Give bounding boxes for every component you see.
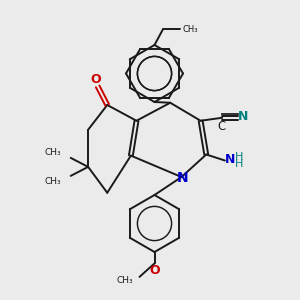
Text: O: O (149, 263, 160, 277)
Text: H: H (235, 159, 243, 169)
Text: N: N (238, 110, 248, 123)
Text: CH₃: CH₃ (44, 177, 61, 186)
Text: CH₃: CH₃ (44, 148, 61, 157)
Text: N: N (177, 171, 189, 184)
Text: C: C (218, 120, 226, 133)
Text: O: O (91, 73, 101, 86)
Text: CH₃: CH₃ (116, 276, 133, 285)
Text: CH₃: CH₃ (182, 25, 198, 34)
Text: H: H (235, 152, 243, 162)
Text: N: N (225, 153, 236, 166)
